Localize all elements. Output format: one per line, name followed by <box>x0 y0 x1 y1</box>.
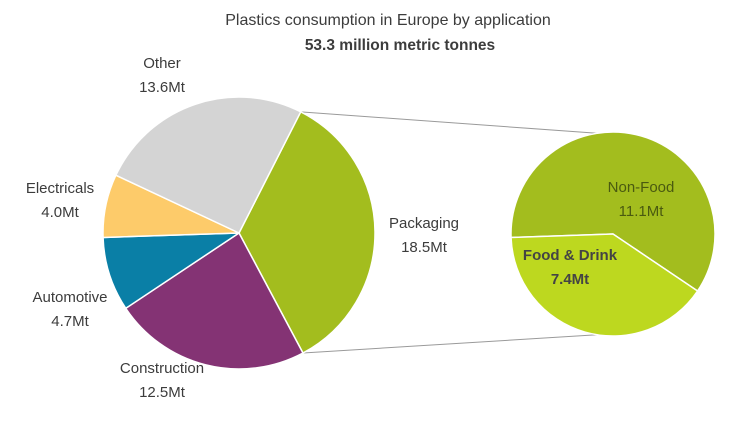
connector-top <box>300 111 598 134</box>
chart-subtitle: 53.3 million metric tonnes <box>305 37 495 54</box>
connector-bottom <box>302 334 598 354</box>
packaging-breakdown-pie <box>510 131 716 337</box>
label-other-name: Other <box>143 55 181 72</box>
slice-food-drink <box>510 233 699 337</box>
slice-non-food <box>510 131 716 292</box>
label-automotive-value: 4.7Mt <box>51 313 89 330</box>
slice-labels: Other 13.6Mt Electricals 4.0Mt Automotive 4.7… <box>26 55 675 401</box>
label-other-value: 13.6Mt <box>139 79 186 96</box>
label-non-food-value: 11.1Mt <box>619 203 665 220</box>
slice-other <box>115 96 302 234</box>
label-automotive-name: Automotive <box>32 289 107 306</box>
label-construction-value: 12.5Mt <box>139 384 186 401</box>
label-construction-name: Construction <box>120 360 204 377</box>
label-electricals-name: Electricals <box>26 180 94 197</box>
slice-construction <box>125 232 304 370</box>
main-pie <box>102 96 376 370</box>
slice-packaging <box>238 111 376 354</box>
label-electricals-value: 4.0Mt <box>41 204 79 221</box>
label-packaging-name: Packaging <box>389 215 459 232</box>
chart-title: Plastics consumption in Europe by applic… <box>225 12 551 29</box>
label-food-drink-name: Food & Drink <box>523 247 618 264</box>
label-non-food-name: Non-Food <box>608 179 675 196</box>
breakdown-connectors <box>300 111 598 354</box>
label-food-drink-value: 7.4Mt <box>551 271 589 288</box>
label-packaging-value: 18.5Mt <box>401 239 448 256</box>
